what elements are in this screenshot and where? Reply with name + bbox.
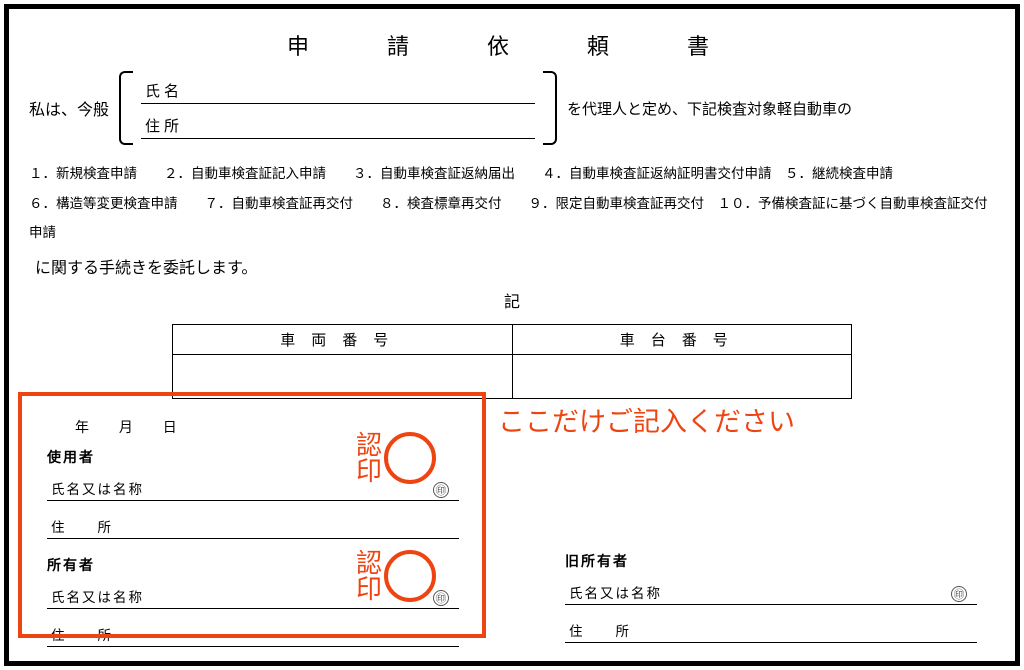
vehicle-table: 車両番号 車台番号 — [172, 324, 852, 399]
owner-address-label: 住 所 — [51, 624, 113, 644]
document-title: 申 請 依 頼 書 — [29, 29, 995, 61]
intro-right-text: を代理人と定め、下記検査対象軽自動車の — [567, 98, 852, 119]
seal-mark-icon: ㊞ — [951, 586, 967, 602]
old-owner-name-label: 氏名又は名称 — [569, 582, 662, 602]
intro-left-text: 私は、今般 — [29, 96, 109, 120]
parties-row: 使用者 氏名又は名称 ㊞ 住 所 所有者 氏名又は名称 ㊞ 住 所 旧所有者 — [29, 441, 995, 669]
application-options: １．新規検査申請 ２．自動車検査証記入申請 ３．自動車検査証返納届出 ４．自動車… — [29, 159, 995, 248]
options-line-2: ６．構造等変更検査申請 ７．自動車検査証再交付 ８．検査標章再交付 ９．限定自動… — [29, 189, 995, 248]
left-party-column: 使用者 氏名又は名称 ㊞ 住 所 所有者 氏名又は名称 ㊞ 住 所 — [29, 441, 477, 669]
owner-name-field[interactable]: 氏名又は名称 ㊞ — [47, 587, 459, 609]
old-owner-address-field[interactable]: 住 所 — [565, 621, 977, 643]
ki-marker: 記 — [29, 288, 995, 312]
bracket-content: 氏名 住所 — [133, 71, 543, 145]
chassis-number-cell[interactable] — [512, 355, 852, 399]
date-year-label: 年 — [75, 419, 93, 435]
agent-bracket: 氏名 住所 — [119, 71, 557, 145]
user-address-label: 住 所 — [51, 516, 113, 536]
bracket-right — [543, 71, 557, 145]
options-line-1: １．新規検査申請 ２．自動車検査証記入申請 ３．自動車検査証返納届出 ４．自動車… — [29, 159, 995, 189]
user-section-label: 使用者 — [47, 447, 459, 467]
user-name-label: 氏名又は名称 — [51, 478, 144, 498]
chassis-number-header: 車台番号 — [512, 325, 852, 355]
document-frame: 申 請 依 頼 書 私は、今般 氏名 住所 を代理人と定め、下記検査対象軽自動車… — [4, 4, 1020, 666]
intro-row: 私は、今般 氏名 住所 を代理人と定め、下記検査対象軽自動車の — [29, 71, 995, 145]
date-row[interactable]: 年 月 日 — [75, 417, 995, 437]
owner-address-field[interactable]: 住 所 — [47, 625, 459, 647]
agent-name-field[interactable]: 氏名 — [141, 77, 535, 104]
old-owner-name-field[interactable]: 氏名又は名称 ㊞ — [565, 583, 977, 605]
entrust-text: に関する手続きを委託します。 — [35, 254, 995, 278]
vehicle-number-header: 車両番号 — [173, 325, 513, 355]
old-owner-address-label: 住 所 — [569, 620, 631, 640]
user-address-field[interactable]: 住 所 — [47, 517, 459, 539]
right-party-column: 旧所有者 氏名又は名称 ㊞ 住 所 — [547, 441, 995, 669]
user-name-field[interactable]: 氏名又は名称 ㊞ — [47, 479, 459, 501]
date-day-label: 日 — [163, 419, 181, 435]
old-owner-section-label: 旧所有者 — [565, 551, 977, 571]
agent-address-field[interactable]: 住所 — [141, 112, 535, 139]
bracket-left — [119, 71, 133, 145]
vehicle-number-cell[interactable] — [173, 355, 513, 399]
seal-mark-icon: ㊞ — [433, 590, 449, 606]
date-month-label: 月 — [119, 419, 137, 435]
owner-name-label: 氏名又は名称 — [51, 586, 144, 606]
owner-section-label: 所有者 — [47, 555, 459, 575]
seal-mark-icon: ㊞ — [433, 482, 449, 498]
